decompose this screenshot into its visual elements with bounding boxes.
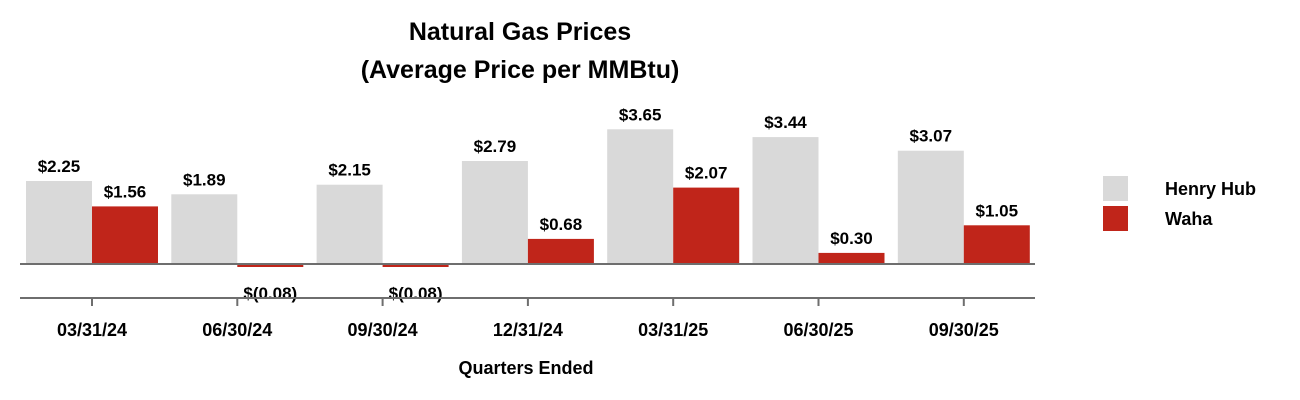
data-label-henry-hub-03-31-25: $3.65 <box>619 105 662 124</box>
data-label-henry-hub-06-30-24: $1.89 <box>183 170 226 189</box>
bar-waha-09-30-24 <box>382 264 449 267</box>
bar-waha-06-30-25 <box>818 252 885 264</box>
bar-waha-06-30-24 <box>237 264 304 267</box>
legend-label-henry-hub: Henry Hub <box>1165 179 1256 199</box>
x-tick-label-03-31-25: 03/31/25 <box>638 320 708 340</box>
bar-henry-hub-03-31-25 <box>607 129 674 264</box>
data-label-henry-hub-09-30-24: $2.15 <box>328 161 371 180</box>
data-label-waha-06-30-25: $0.30 <box>830 229 873 248</box>
x-tick-label-12-31-24: 12/31/24 <box>493 320 563 340</box>
bar-henry-hub-12-31-24 <box>461 161 528 264</box>
data-label-waha-09-30-25: $1.05 <box>976 201 1019 220</box>
bar-henry-hub-06-30-24 <box>171 194 238 264</box>
bar-waha-03-31-25 <box>673 187 740 264</box>
data-label-waha-12-31-24: $0.68 <box>540 215 583 234</box>
data-label-waha-09-30-24: $(0.08) <box>389 284 443 303</box>
chart-title-line-1: Natural Gas Prices <box>409 18 631 46</box>
bar-henry-hub-09-30-24 <box>316 184 383 264</box>
legend: Henry Hub Waha <box>1103 176 1256 231</box>
x-tick-label-03-31-24: 03/31/24 <box>57 320 127 340</box>
x-tick-label-06-30-25: 06/30/25 <box>783 320 853 340</box>
bar-waha-09-30-25 <box>963 225 1030 264</box>
x-tick-label-09-30-24: 09/30/24 <box>348 320 418 340</box>
legend-swatch-henry-hub <box>1103 176 1128 201</box>
bar-group <box>26 129 1030 267</box>
chart-title-line-2: (Average Price per MMBtu) <box>361 56 680 84</box>
legend-swatch-waha <box>1103 206 1128 231</box>
bar-henry-hub-03-31-24 <box>26 181 92 264</box>
data-label-waha-06-30-24: $(0.08) <box>243 284 297 303</box>
data-label-waha-03-31-24: $1.56 <box>104 182 147 201</box>
x-axis-ticks: 03/31/24 06/30/24 09/30/24 12/31/24 03/31/25… <box>57 298 999 340</box>
data-label-henry-hub-06-30-25: $3.44 <box>764 113 807 132</box>
x-tick-label-06-30-24: 06/30/24 <box>202 320 272 340</box>
bar-henry-hub-09-30-25 <box>897 150 964 264</box>
data-label-henry-hub-09-30-25: $3.07 <box>910 127 953 146</box>
data-label-waha-03-31-25: $2.07 <box>685 164 728 183</box>
bar-waha-12-31-24 <box>527 238 594 264</box>
bar-waha-03-31-24 <box>92 206 158 264</box>
x-axis-title: Quarters Ended <box>458 358 593 378</box>
data-label-henry-hub-12-31-24: $2.79 <box>474 137 517 156</box>
data-label-henry-hub-03-31-24: $2.25 <box>38 157 81 176</box>
x-tick-label-09-30-25: 09/30/25 <box>929 320 999 340</box>
bar-henry-hub-06-30-25 <box>752 137 819 264</box>
legend-label-waha: Waha <box>1165 209 1213 229</box>
